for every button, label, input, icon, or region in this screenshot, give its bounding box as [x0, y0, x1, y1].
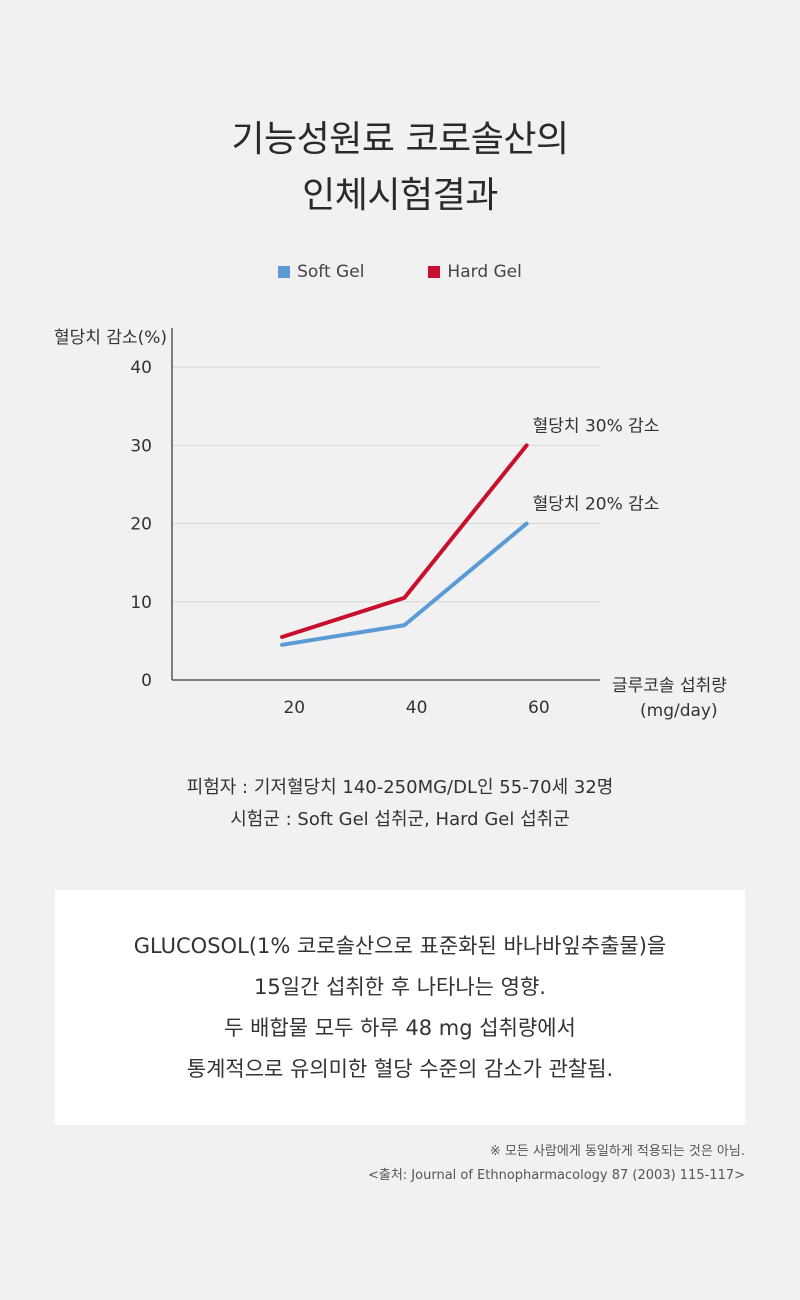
end-label-hard-gel: 혈당치 30% 감소: [533, 416, 660, 436]
y-tick-label: 30: [130, 436, 152, 456]
caption-groups: 시험군 : Soft Gel 섭취군, Hard Gel 섭취군: [230, 809, 570, 830]
grid-lines: [172, 366, 600, 603]
y-axis-label: 혈당치 감소(%): [54, 328, 167, 348]
x-axis-unit: (mg/day): [640, 701, 718, 721]
y-tick-label: 0: [141, 671, 152, 691]
chart-series: 혈당치 20% 감소 혈당치 30% 감소: [280, 416, 660, 647]
chart-legend: Soft Gel Hard Gel: [0, 262, 800, 282]
legend-swatch-soft-gel: [278, 266, 291, 278]
legend-label-hard-gel: Hard Gel: [447, 262, 522, 282]
title-line-1: 기능성원료 코로솔산의: [231, 119, 569, 160]
summary-line-3: 두 배합물 모두 하루 48 mg 섭취량에서: [224, 1015, 576, 1040]
y-tick-labels: 0 10 20 30 40: [130, 358, 152, 691]
footnote: ※ 모든 사람에게 동일하게 적용되는 것은 아님. <출처: Journal …: [368, 1140, 745, 1188]
subject-caption: 피험자 : 기저혈당치 140-250MG/DL인 55-70세 32명 시험군…: [0, 772, 800, 836]
legend-label-soft-gel: Soft Gel: [297, 262, 365, 282]
line-chart: 혈당치 감소(%) 0 10 20 30 40 20 40 60 글루코솔 섭취량 (mg/…: [54, 328, 727, 721]
x-axis-label: 글루코솔 섭취량: [612, 676, 727, 696]
legend-item-hard-gel: Hard Gel: [428, 262, 522, 282]
legend-item-soft-gel: Soft Gel: [278, 262, 364, 282]
summary-line-1: GLUCOSOL(1% 코로솔산으로 표준화된 바나바잎추출물)을: [133, 933, 667, 958]
title-line-2: 인체시험결과: [302, 175, 498, 216]
footnote-source: <출처: Journal of Ethnopharmacology 87 (20…: [367, 1168, 745, 1183]
y-tick-label: 10: [130, 593, 152, 613]
legend-swatch-hard-gel: [428, 266, 441, 278]
summary-line-4: 통계적으로 유의미한 혈당 수준의 감소가 관찰됨.: [186, 1056, 614, 1081]
y-tick-label: 20: [130, 515, 152, 535]
y-tick-label: 40: [130, 358, 152, 378]
series-line-hard-gel: [280, 443, 529, 639]
caption-subjects: 피험자 : 기저혈당치 140-250MG/DL인 55-70세 32명: [186, 777, 614, 798]
footnote-disclaimer: ※ 모든 사람에게 동일하게 적용되는 것은 아님.: [489, 1144, 745, 1159]
x-tick-label: 60: [528, 698, 550, 718]
summary-box: GLUCOSOL(1% 코로솔산으로 표준화된 바나바잎추출물)을 15일간 섭…: [55, 890, 745, 1125]
x-tick-label: 20: [283, 698, 305, 718]
end-label-soft-gel: 혈당치 20% 감소: [533, 495, 660, 515]
x-tick-labels: 20 40 60: [283, 698, 549, 718]
x-tick-label: 40: [406, 698, 428, 718]
page-title: 기능성원료 코로솔산의 인체시험결과: [0, 112, 800, 224]
summary-line-2: 15일간 섭취한 후 나타나는 영향.: [254, 974, 546, 999]
